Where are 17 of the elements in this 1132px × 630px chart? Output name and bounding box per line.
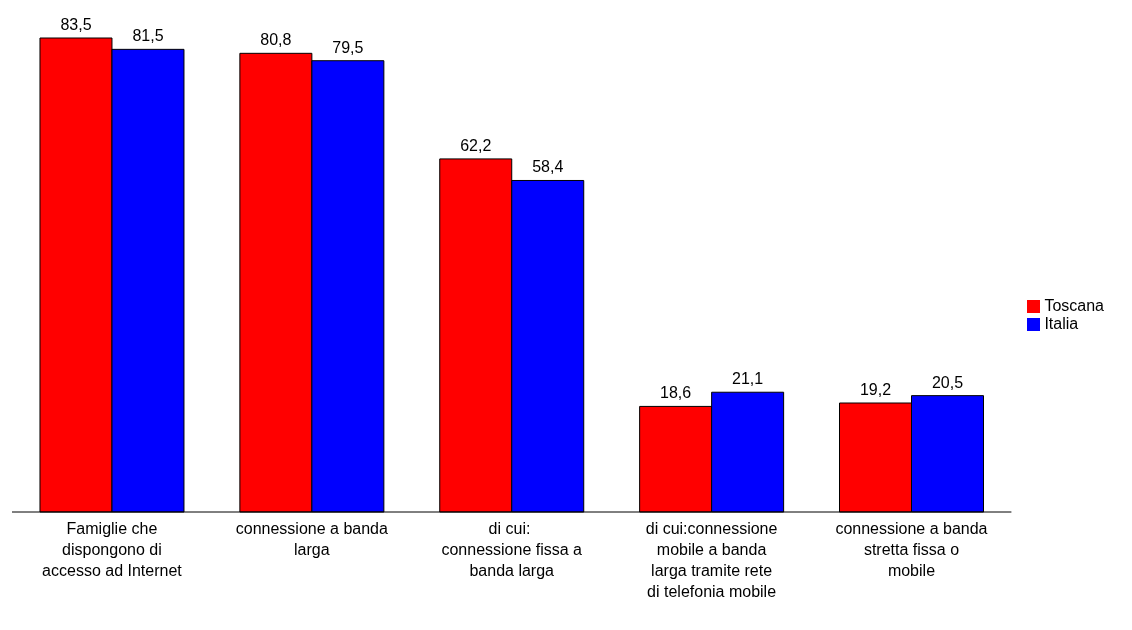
data-label: 80,8	[260, 31, 292, 49]
legend-label: Toscana	[1044, 297, 1104, 314]
x-tick-label: connessione a banda stretta fissa o mobile	[835, 520, 988, 579]
data-label: 58,4	[532, 158, 564, 176]
x-tick-label: di cui: connessione fissa a banda larga	[441, 520, 583, 579]
data-label: 18,6	[660, 384, 692, 402]
legend-label: Italia	[1044, 315, 1079, 332]
data-label: 21,1	[732, 370, 764, 388]
x-tick-label: di cui:connessione mobile a banda larga tramite rete di telefonia mobile	[645, 520, 778, 600]
data-label: 81,5	[132, 27, 164, 45]
data-label: 20,5	[931, 373, 964, 391]
x-tick-label: connessione a banda larga	[235, 520, 388, 558]
data-label: 62,2	[460, 136, 492, 154]
x-tick-label: Famiglie che dispongono di accesso ad Internet	[42, 520, 183, 579]
data-label: 79,5	[332, 38, 364, 56]
data-label: 83,5	[60, 16, 92, 33]
data-label: 19,2	[859, 381, 892, 399]
